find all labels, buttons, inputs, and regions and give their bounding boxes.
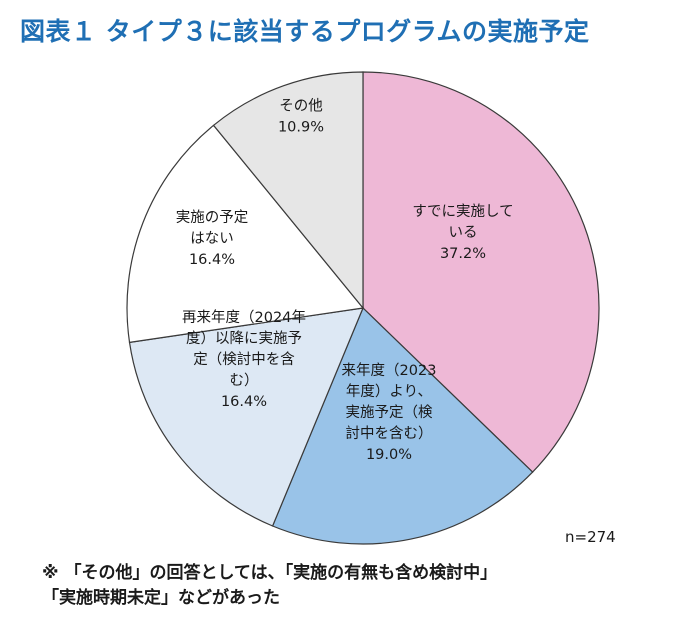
pie-category-label-line: む）	[230, 372, 259, 389]
pie-labels: すでに実施している 37.2% 来年度（2023 年度）より、実施予定（検討中を含む）…	[176, 98, 514, 464]
pie-slice-next-fiscal-year	[271, 306, 534, 545]
footnote-line-1: ※ 「その他」の回答としては、「実施の有無も含め検討中」	[42, 563, 498, 583]
pie-category-label-line: 来年度（2023	[342, 362, 437, 379]
pie-category-label-line: その他	[279, 98, 323, 115]
pie-category-label-line: 定（検討中を含	[193, 351, 295, 368]
pie-category-label-line: 度）以降に実施予	[186, 330, 302, 347]
pie-value-label: 16.4%	[189, 252, 235, 268]
pie-category-label-line: いる	[449, 225, 478, 241]
pie-slice-other	[212, 71, 364, 310]
pie-slice-already-implemented	[362, 71, 600, 473]
pie-category-label-line: 討中を含む）	[346, 425, 433, 442]
footnote: ※ 「その他」の回答としては、「実施の有無も含め検討中」 「実施時期未定」などが…	[42, 561, 682, 611]
chart-title: 図表１ タイプ３に該当するプログラムの実施予定	[20, 17, 590, 46]
pie-value-label: 10.9%	[278, 120, 324, 136]
pie-slice-year-after-next	[128, 307, 364, 527]
pie-value-label: 16.4%	[221, 394, 267, 410]
pie-slice-no-plan	[126, 124, 365, 344]
pie-label-already-implemented: すでに実施している 37.2%	[412, 203, 513, 262]
pie-value-label: 37.2%	[440, 246, 486, 262]
pie-category-label-line: 実施の予定	[176, 209, 249, 226]
pie-label-year-after-next: 再来年度（2024年度）以降に実施予定（検討中を含む） 16.4%	[182, 309, 306, 410]
pie-slices	[126, 71, 600, 545]
pie-label-no-plan: 実施の予定はない 16.4%	[176, 209, 249, 268]
pie-category-label-line: すでに実施して	[412, 203, 513, 220]
pie-label-other: その他 10.9%	[278, 98, 324, 136]
footnote-line-2: 「実施時期未定」などがあった	[42, 588, 280, 608]
pie-label-next-fiscal-year: 来年度（2023 年度）より、実施予定（検討中を含む） 19.0%	[342, 362, 437, 463]
pie-category-label-line: 再来年度（2024年	[182, 309, 306, 326]
sample-size-label: n=274	[565, 528, 616, 546]
pie-category-label-line: 年度）より、	[346, 383, 432, 400]
pie-category-label-line: 実施予定（検	[346, 404, 433, 421]
pie-value-label: 19.0%	[366, 447, 412, 463]
pie-category-label-line: はない	[190, 230, 234, 247]
